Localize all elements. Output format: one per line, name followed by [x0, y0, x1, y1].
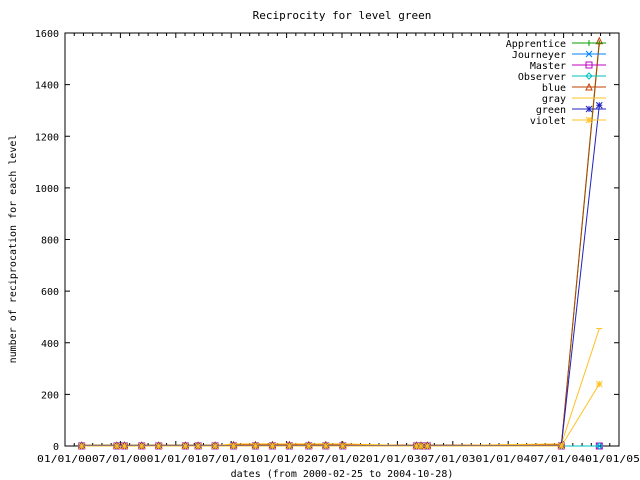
- series-line: [81, 40, 600, 446]
- data-point: [585, 82, 593, 91]
- data-point: [305, 442, 313, 450]
- y-axis-label: number of reciprocation for each level: [8, 135, 19, 364]
- data-point: [595, 36, 604, 45]
- y-tick-label: 0: [53, 442, 59, 453]
- series-violet: [78, 380, 603, 450]
- y-tick-label: 800: [41, 236, 59, 247]
- series-layer: [77, 36, 604, 450]
- series-blue: [77, 36, 604, 449]
- y-axis-ticks: 0 200 400 600 800 1000 1200 1400 1600: [35, 29, 619, 453]
- data-point: [595, 442, 603, 450]
- legend-label: Observer: [518, 72, 566, 83]
- y-tick-label: 1200: [35, 132, 59, 143]
- data-point: [585, 116, 593, 124]
- data-point: [230, 442, 237, 450]
- y-tick-label: 200: [41, 390, 59, 401]
- x-tick-labels: 01/01/0007/01/0001/01/0107/01/0101/01/02…: [37, 454, 640, 465]
- legend-label: Master: [530, 61, 566, 72]
- data-point: [413, 442, 420, 450]
- legend-label: gray: [542, 94, 566, 105]
- legend: ApprenticeJourneyerMasterObserverbluegra…: [506, 39, 606, 127]
- plot-frame: [64, 32, 620, 447]
- data-point: [113, 442, 121, 450]
- data-point: [424, 442, 431, 450]
- data-point: [585, 61, 593, 69]
- legend-label: violet: [530, 116, 566, 127]
- data-point: [269, 442, 276, 450]
- data-point: [138, 442, 146, 450]
- series-line: [81, 105, 600, 446]
- x-axis-label: dates (from 2000-02-25 to 2004-10-28): [231, 469, 454, 480]
- data-point: [595, 101, 603, 109]
- y-tick-label: 1000: [35, 184, 59, 195]
- y-tick-label: 1400: [35, 81, 59, 92]
- data-point: [78, 442, 86, 450]
- series-line: [81, 383, 600, 447]
- series-line: [81, 328, 600, 447]
- data-point: [252, 442, 259, 450]
- data-point: [286, 442, 293, 450]
- legend-label: Apprentice: [506, 39, 566, 50]
- data-point: [182, 442, 189, 450]
- legend-label: blue: [542, 83, 566, 94]
- y-tick-label: 1600: [35, 29, 59, 40]
- data-point: [322, 442, 330, 450]
- data-point: [585, 105, 593, 113]
- y-tick-label: 600: [41, 287, 59, 298]
- chart-title: Reciprocity for level green: [253, 9, 432, 22]
- data-point: [558, 442, 565, 450]
- data-point: [585, 72, 593, 80]
- data-point: [595, 380, 603, 388]
- data-point: [121, 442, 128, 450]
- series-green: [78, 101, 603, 449]
- series-apprentice: [78, 40, 603, 449]
- data-point: [417, 442, 425, 450]
- data-point: [194, 442, 202, 450]
- series-gray: [78, 328, 603, 447]
- legend-label: Journeyer: [512, 50, 566, 61]
- legend-label: green: [536, 105, 566, 116]
- data-point: [586, 40, 592, 46]
- data-point: [155, 442, 163, 450]
- data-point: [585, 50, 593, 58]
- series-line: [81, 43, 600, 446]
- y-tick-label: 400: [41, 339, 59, 350]
- x-axis-ticks: [64, 33, 620, 446]
- data-point: [339, 442, 347, 450]
- data-point: [211, 442, 219, 450]
